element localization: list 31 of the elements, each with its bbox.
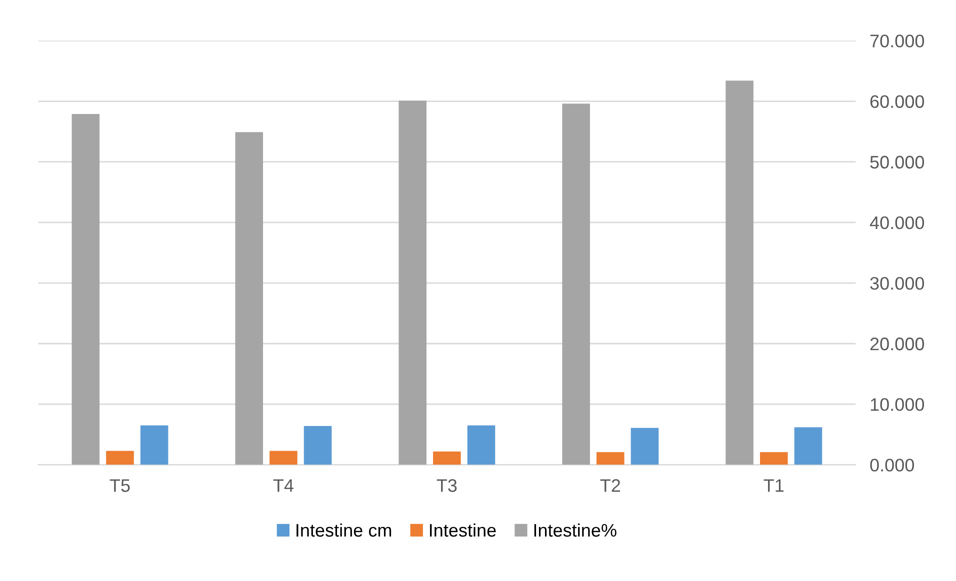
x-tick-label: T2 <box>600 479 620 492</box>
legend-label: Intestine% <box>534 523 616 537</box>
x-tick-label: T5 <box>110 479 130 492</box>
bar <box>630 428 659 465</box>
bar <box>726 80 754 465</box>
y-tick-label: 60.000 <box>870 95 924 108</box>
bar <box>398 100 426 465</box>
bar <box>72 114 100 465</box>
bar <box>235 132 264 465</box>
legend-label: Intestine <box>430 523 496 537</box>
x-tick-label: T4 <box>273 479 294 492</box>
y-tick-label: 70.000 <box>870 34 924 48</box>
y-tick-label: 50.000 <box>870 156 924 169</box>
legend-label: Intestine cm <box>296 523 392 537</box>
bar <box>562 104 590 465</box>
bar <box>760 452 788 465</box>
bar <box>140 425 168 465</box>
x-tick-label: T1 <box>764 479 784 492</box>
y-tick-label: 20.000 <box>870 338 924 350</box>
y-tick-label: 30.000 <box>870 276 924 290</box>
x-tick-label: T3 <box>436 479 457 492</box>
bar <box>270 450 298 465</box>
bar <box>596 452 624 465</box>
y-tick-label: 10.000 <box>870 398 924 411</box>
bar <box>794 427 822 465</box>
bar <box>106 450 134 465</box>
bar <box>467 425 496 465</box>
y-tick-label: 40.000 <box>870 216 924 230</box>
y-tick-label: 0.000 <box>870 458 914 472</box>
bar <box>304 426 332 465</box>
bar <box>433 451 461 465</box>
